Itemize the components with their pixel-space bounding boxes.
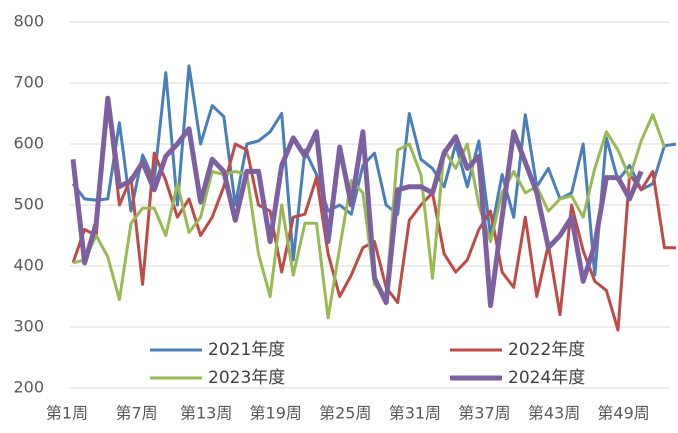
x-tick-label: 第13周 bbox=[180, 404, 232, 423]
legend-label: 2021年度 bbox=[208, 340, 285, 360]
y-tick-label: 400 bbox=[13, 256, 44, 275]
x-tick-label: 第25周 bbox=[319, 404, 371, 423]
y-tick-label: 500 bbox=[13, 195, 44, 214]
y-tick-label: 700 bbox=[13, 73, 44, 92]
x-tick-label: 第1周 bbox=[46, 404, 88, 423]
x-tick-label: 第7周 bbox=[115, 404, 157, 423]
y-tick-label: 200 bbox=[13, 378, 44, 397]
y-tick-label: 600 bbox=[13, 134, 44, 153]
series-line bbox=[71, 64, 677, 277]
series-line bbox=[72, 113, 666, 320]
series-line bbox=[71, 99, 676, 332]
y-tick-label: 300 bbox=[13, 317, 44, 336]
series-line bbox=[70, 95, 644, 309]
legend-label: 2022年度 bbox=[508, 340, 585, 360]
legend-label: 2023年度 bbox=[208, 368, 285, 388]
legend: 2021年度 2022年度 2023年度 2024年度 bbox=[150, 340, 585, 388]
x-tick-label: 第37周 bbox=[458, 404, 510, 423]
x-tick-label: 第49周 bbox=[597, 404, 649, 423]
x-tick-label: 第31周 bbox=[389, 404, 441, 423]
x-tick-label: 第19周 bbox=[250, 404, 302, 423]
y-tick-label: 800 bbox=[13, 12, 44, 31]
lines bbox=[70, 64, 677, 332]
x-tick-label: 第43周 bbox=[528, 404, 580, 423]
legend-label: 2024年度 bbox=[508, 368, 585, 388]
